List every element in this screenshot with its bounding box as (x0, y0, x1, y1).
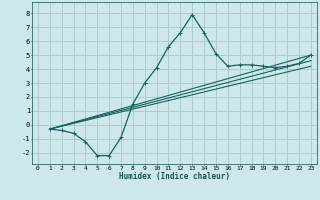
X-axis label: Humidex (Indice chaleur): Humidex (Indice chaleur) (119, 172, 230, 181)
